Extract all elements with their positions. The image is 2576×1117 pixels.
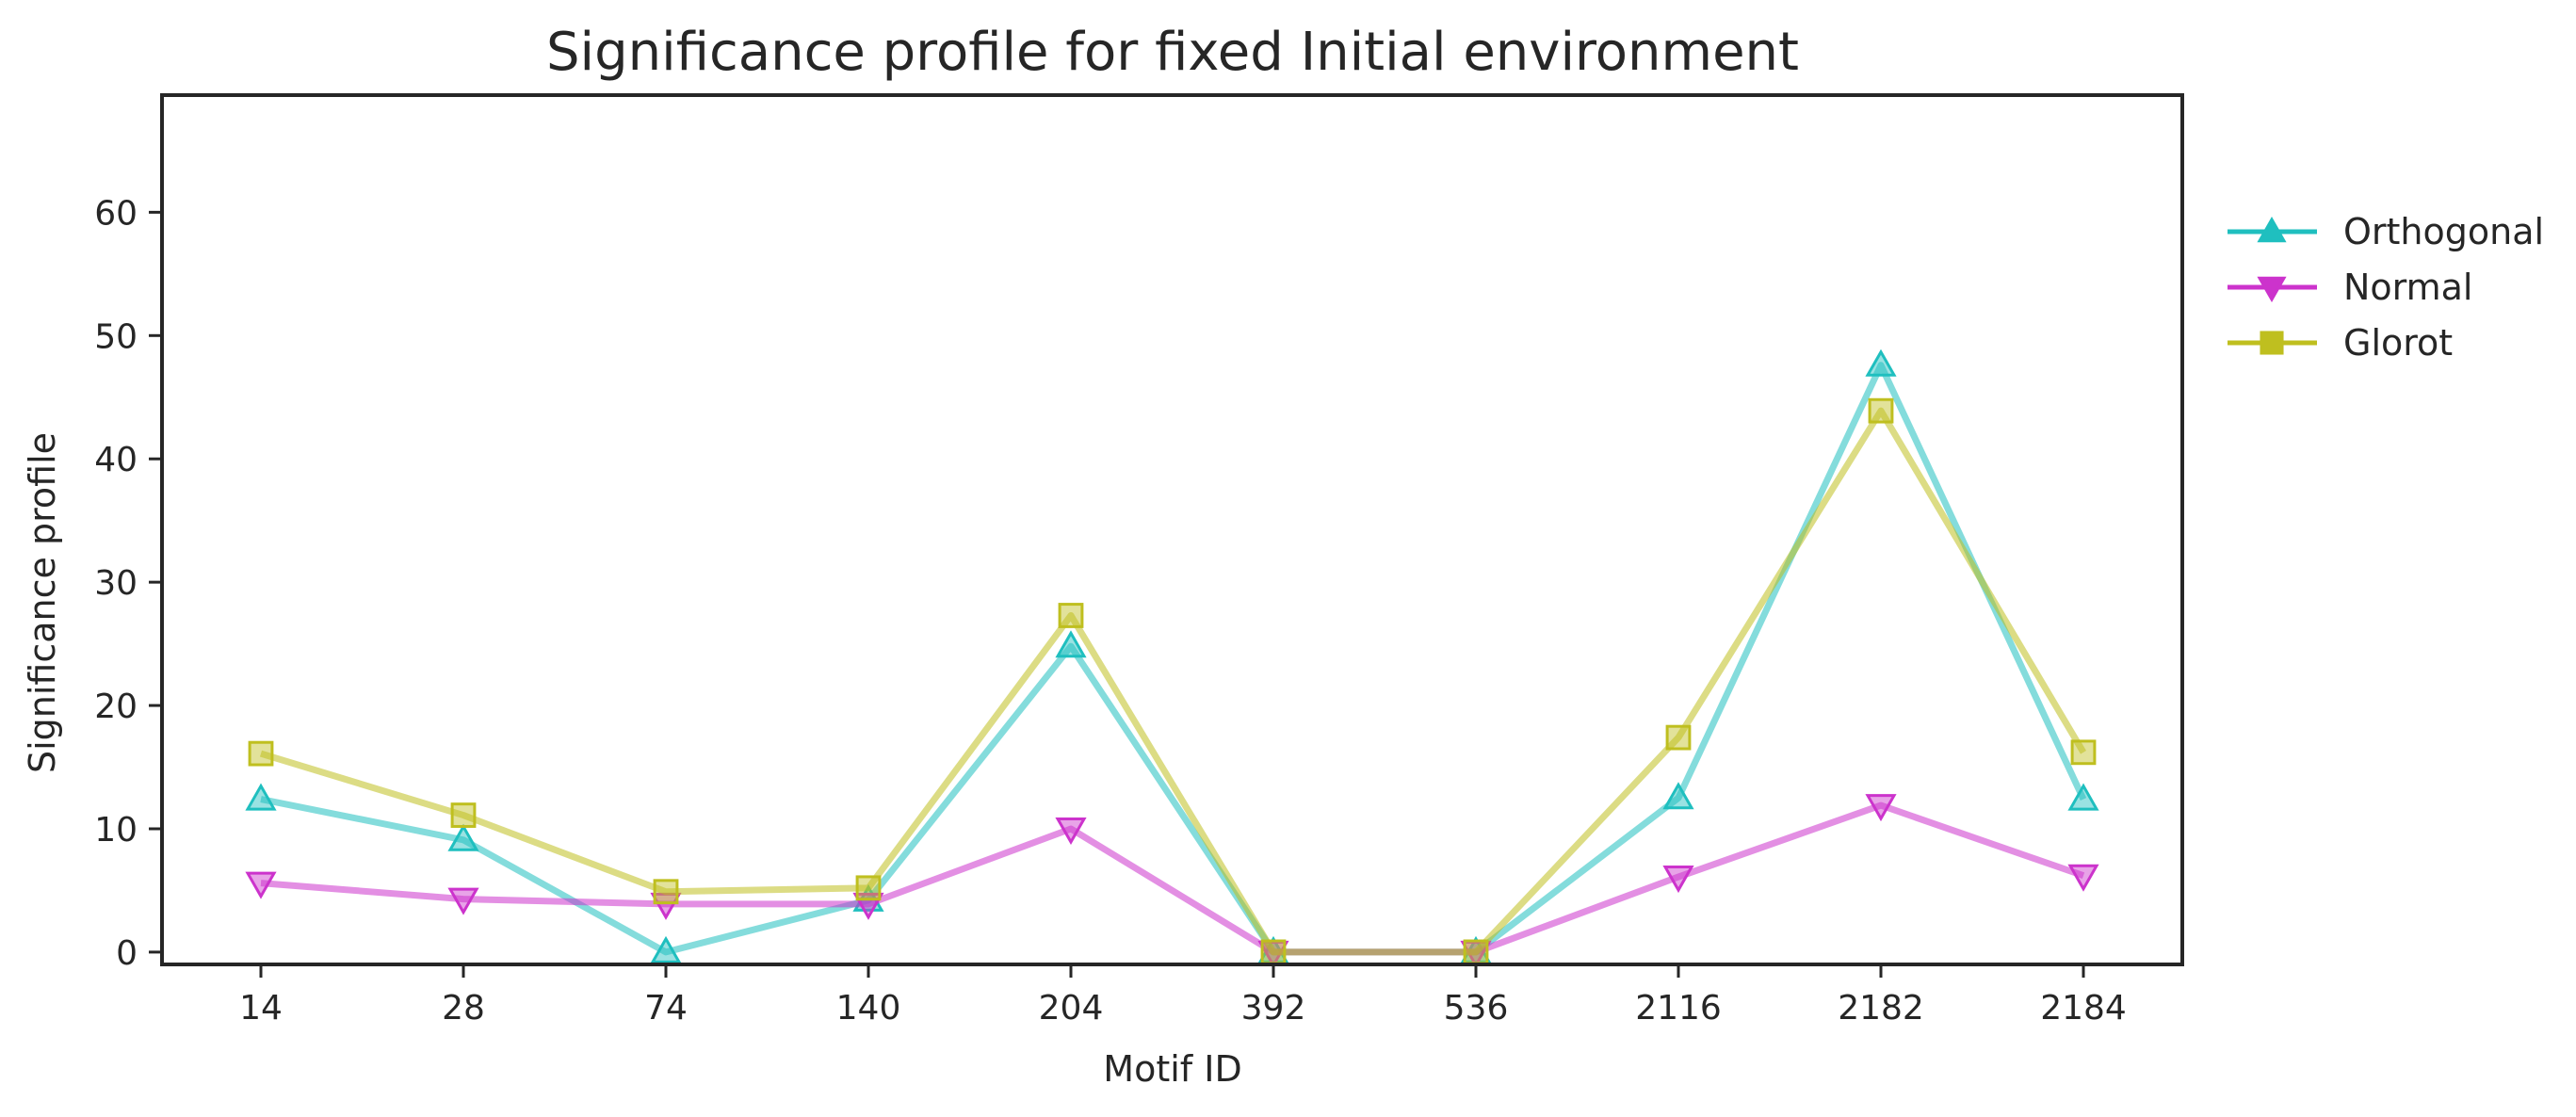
legend: Orthogonal Normal Glorot bbox=[2228, 211, 2544, 364]
series-layer bbox=[245, 348, 2099, 968]
legend-marker bbox=[2257, 216, 2287, 243]
y-tick-label: 50 bbox=[94, 317, 138, 356]
y-tick-label: 40 bbox=[94, 441, 138, 479]
series-glorot bbox=[248, 397, 2097, 965]
data-point-orthogonal bbox=[1865, 348, 1897, 377]
legend-marker bbox=[2257, 276, 2287, 303]
x-tick-label: 2184 bbox=[2040, 989, 2127, 1028]
x-tick-label: 204 bbox=[1039, 989, 1104, 1028]
series-line-normal bbox=[260, 801, 2085, 956]
data-point-glorot bbox=[2070, 739, 2097, 766]
data-point-glorot bbox=[1463, 939, 1489, 965]
legend-marker bbox=[2260, 331, 2284, 355]
legend-label: Normal bbox=[2343, 267, 2473, 308]
x-tick-label: 536 bbox=[1444, 989, 1509, 1028]
data-point-orthogonal bbox=[245, 783, 277, 811]
y-axis-label: Significance profile bbox=[22, 432, 63, 773]
data-point-normal bbox=[2067, 864, 2099, 892]
x-tick-label: 2116 bbox=[1635, 989, 1722, 1028]
legend-item-glorot: Glorot bbox=[2228, 322, 2453, 364]
x-tick-label: 14 bbox=[239, 989, 283, 1028]
x-tick-label: 392 bbox=[1241, 989, 1306, 1028]
y-tick-label: 20 bbox=[94, 688, 138, 726]
data-point-orthogonal bbox=[447, 823, 479, 851]
data-point-normal bbox=[245, 871, 277, 899]
data-point-glorot bbox=[248, 740, 274, 767]
data-point-normal bbox=[1662, 866, 1694, 894]
data-point-normal bbox=[1865, 794, 1897, 822]
data-point-orthogonal bbox=[650, 935, 682, 963]
series-line-glorot bbox=[259, 407, 2087, 956]
data-point-glorot bbox=[450, 802, 477, 828]
x-tick-label: 140 bbox=[836, 989, 901, 1028]
x-tick-label: 74 bbox=[644, 989, 688, 1028]
y-tick-label: 60 bbox=[94, 194, 138, 233]
x-tick-label: 2182 bbox=[1838, 989, 1924, 1028]
y-tick-label: 0 bbox=[116, 934, 138, 973]
legend-item-normal: Normal bbox=[2228, 267, 2473, 308]
series-line-orthogonal bbox=[260, 362, 2087, 956]
data-point-normal bbox=[447, 887, 479, 915]
y-tick-label: 10 bbox=[94, 811, 138, 850]
plot-frame bbox=[160, 93, 2184, 966]
data-point-orthogonal bbox=[2067, 783, 2099, 811]
legend-item-orthogonal: Orthogonal bbox=[2228, 211, 2544, 252]
data-point-glorot bbox=[1260, 939, 1287, 965]
legend-label: Orthogonal bbox=[2343, 211, 2544, 252]
data-point-glorot bbox=[1868, 397, 1894, 424]
chart-title: Significance profile for fixed Initial e… bbox=[546, 22, 1799, 83]
x-tick-label: 28 bbox=[442, 989, 485, 1028]
y-axis: 0 10 20 30 40 50 60 bbox=[94, 194, 162, 973]
data-point-glorot bbox=[855, 875, 882, 901]
x-axis: 14 28 74 140 204 392 536 2116 2182 2184 bbox=[239, 964, 2127, 1028]
x-axis-label: Motif ID bbox=[1103, 1048, 1241, 1090]
legend-label: Glorot bbox=[2343, 322, 2453, 364]
y-tick-label: 30 bbox=[94, 564, 138, 603]
data-point-normal bbox=[1055, 817, 1087, 846]
data-point-glorot bbox=[1665, 724, 1692, 751]
data-point-orthogonal bbox=[1662, 782, 1694, 810]
data-point-glorot bbox=[653, 879, 679, 905]
data-point-glorot bbox=[1058, 603, 1084, 628]
data-point-orthogonal bbox=[1055, 630, 1087, 658]
